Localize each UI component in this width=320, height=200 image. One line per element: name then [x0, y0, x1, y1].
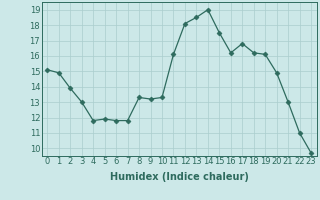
X-axis label: Humidex (Indice chaleur): Humidex (Indice chaleur) [110, 172, 249, 182]
